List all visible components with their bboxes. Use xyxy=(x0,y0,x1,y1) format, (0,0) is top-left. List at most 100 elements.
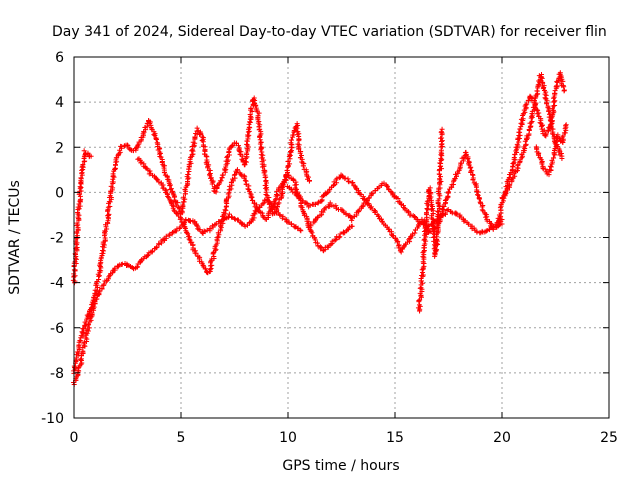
data-point xyxy=(551,95,557,101)
data-point xyxy=(520,116,526,122)
data-point xyxy=(241,162,247,168)
data-point xyxy=(153,136,159,142)
data-point xyxy=(424,210,430,216)
data-point xyxy=(523,102,529,108)
data-point xyxy=(525,135,531,141)
data-point xyxy=(559,134,565,140)
data-point xyxy=(524,101,530,107)
data-point xyxy=(446,189,452,195)
data-point xyxy=(214,235,220,241)
data-point xyxy=(228,186,234,192)
data-point xyxy=(134,264,140,270)
data-point xyxy=(138,258,144,264)
data-point xyxy=(375,213,381,219)
data-point xyxy=(528,123,534,129)
data-point xyxy=(247,190,253,196)
data-point xyxy=(512,157,518,163)
series-track-d xyxy=(135,156,355,276)
data-point xyxy=(554,84,560,90)
data-point xyxy=(465,221,471,227)
data-point xyxy=(424,205,430,211)
data-point xyxy=(512,173,518,179)
data-point xyxy=(257,137,263,143)
data-point xyxy=(298,204,304,210)
data-point xyxy=(185,231,191,237)
data-point xyxy=(101,281,107,287)
data-point xyxy=(167,182,173,188)
data-point xyxy=(436,196,442,202)
data-point xyxy=(394,239,400,245)
data-point xyxy=(179,208,185,214)
data-point xyxy=(288,149,294,155)
axis-ticks xyxy=(73,56,610,419)
data-point xyxy=(225,157,231,163)
data-point xyxy=(80,333,86,339)
y-tick-labels: -10 -8 -6 -4 -2 0 2 4 6 xyxy=(41,50,64,427)
data-point xyxy=(211,188,217,194)
data-point xyxy=(218,178,224,184)
data-point xyxy=(549,126,555,132)
data-point xyxy=(168,186,174,192)
data-point xyxy=(82,158,88,164)
data-point xyxy=(78,175,84,181)
data-point xyxy=(198,132,204,138)
data-point xyxy=(250,197,256,203)
data-point xyxy=(563,123,569,129)
data-point xyxy=(540,165,546,171)
data-point xyxy=(390,233,396,239)
data-point xyxy=(299,156,305,162)
data-point xyxy=(262,175,268,181)
data-point xyxy=(542,131,548,137)
data-point xyxy=(337,231,343,237)
data-point xyxy=(293,186,299,192)
data-point xyxy=(186,236,192,242)
data-point xyxy=(188,218,194,224)
data-point xyxy=(106,211,112,217)
data-point xyxy=(226,211,232,217)
data-point xyxy=(183,216,189,222)
data-point xyxy=(552,98,558,104)
data-point xyxy=(264,195,270,201)
data-point xyxy=(336,235,342,241)
data-point xyxy=(479,207,485,213)
data-point xyxy=(542,166,548,172)
data-point xyxy=(74,349,80,355)
data-point xyxy=(316,199,322,205)
data-point xyxy=(384,183,390,189)
data-point xyxy=(104,226,110,232)
data-point xyxy=(436,185,442,191)
data-point xyxy=(135,142,141,148)
data-point xyxy=(88,153,94,159)
data-point xyxy=(158,154,164,160)
data-point xyxy=(79,164,85,170)
data-point xyxy=(161,236,167,242)
data-point xyxy=(538,124,544,130)
data-point xyxy=(153,245,159,251)
data-point xyxy=(548,164,554,170)
data-point xyxy=(422,241,428,247)
data-point xyxy=(300,163,306,169)
data-point xyxy=(112,265,118,271)
data-point xyxy=(152,133,158,139)
data-point xyxy=(209,256,215,262)
data-point xyxy=(91,295,97,301)
data-point xyxy=(181,194,187,200)
data-point xyxy=(147,168,153,174)
data-point xyxy=(288,137,294,143)
data-point xyxy=(290,189,296,195)
data-point xyxy=(517,132,523,138)
data-point xyxy=(308,221,314,227)
y-tick-label: -2 xyxy=(50,231,64,247)
data-point xyxy=(110,171,116,177)
data-point xyxy=(251,97,257,103)
data-point xyxy=(318,246,324,252)
data-point xyxy=(297,227,303,233)
data-point xyxy=(213,189,219,195)
data-point xyxy=(546,108,552,114)
data-point xyxy=(386,226,392,232)
data-point xyxy=(193,250,199,256)
data-point xyxy=(156,241,162,247)
data-point xyxy=(259,164,265,170)
data-point xyxy=(539,161,545,167)
